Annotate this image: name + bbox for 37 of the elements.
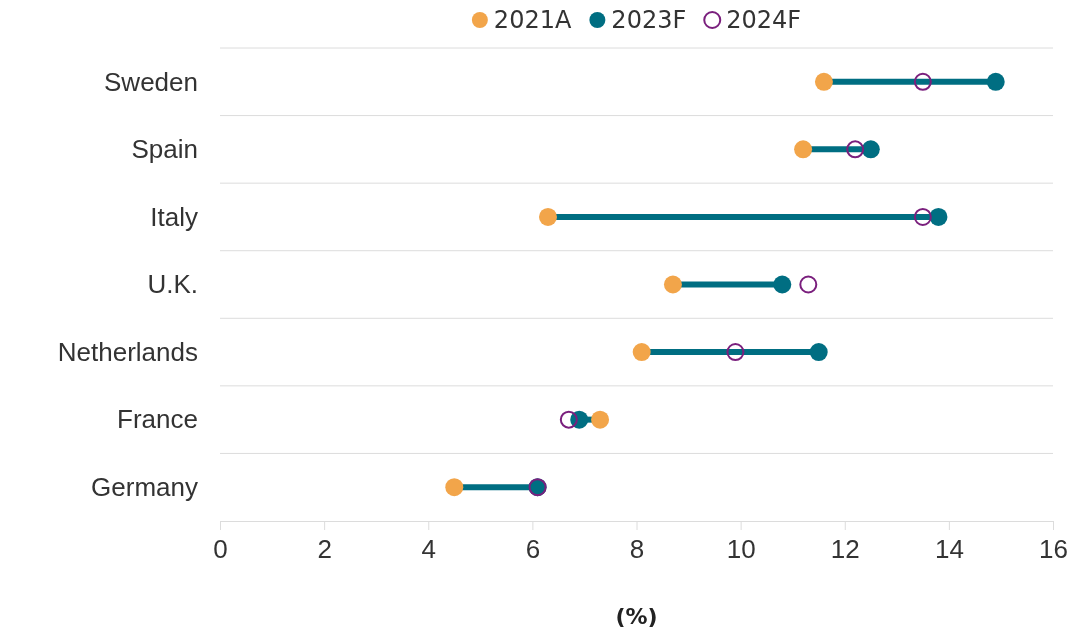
point	[861, 140, 880, 159]
y-tick-label: Germany	[91, 472, 198, 503]
y-tick-label: U.K.	[147, 269, 198, 300]
x-tick-label: 0	[213, 534, 228, 565]
y-tick-label: Italy	[150, 201, 198, 232]
point	[814, 72, 833, 91]
point	[809, 343, 828, 362]
x-tick-label: 4	[421, 534, 436, 565]
x-axis-title: (%)	[615, 604, 658, 629]
point	[773, 275, 792, 294]
x-tick-label: 6	[525, 534, 541, 565]
y-tick-label: Spain	[131, 134, 198, 165]
x-tick-label: 2	[317, 534, 332, 565]
y-tick-label: Netherlands	[57, 336, 198, 367]
y-tick-label: France	[117, 404, 198, 435]
point	[445, 478, 464, 497]
point	[591, 410, 610, 429]
x-tick-label: 8	[629, 534, 645, 565]
point	[559, 410, 578, 429]
point	[663, 275, 682, 294]
point	[846, 140, 865, 159]
legend-label: 2021A	[493, 6, 572, 34]
y-tick-label: Sweden	[104, 66, 198, 97]
point	[929, 207, 948, 226]
point	[726, 343, 745, 362]
x-tick-label: 14	[934, 534, 964, 565]
x-tick-label: 10	[726, 534, 756, 565]
point	[986, 72, 1005, 91]
legend-label: 2023F	[611, 6, 687, 34]
point	[799, 275, 818, 294]
point	[538, 207, 557, 226]
x-tick-label: 16	[1039, 534, 1068, 565]
point	[794, 140, 813, 159]
legend-label: 2024F	[726, 6, 802, 34]
point	[913, 72, 932, 91]
x-tick-label: 12	[830, 534, 860, 565]
point	[632, 343, 651, 362]
